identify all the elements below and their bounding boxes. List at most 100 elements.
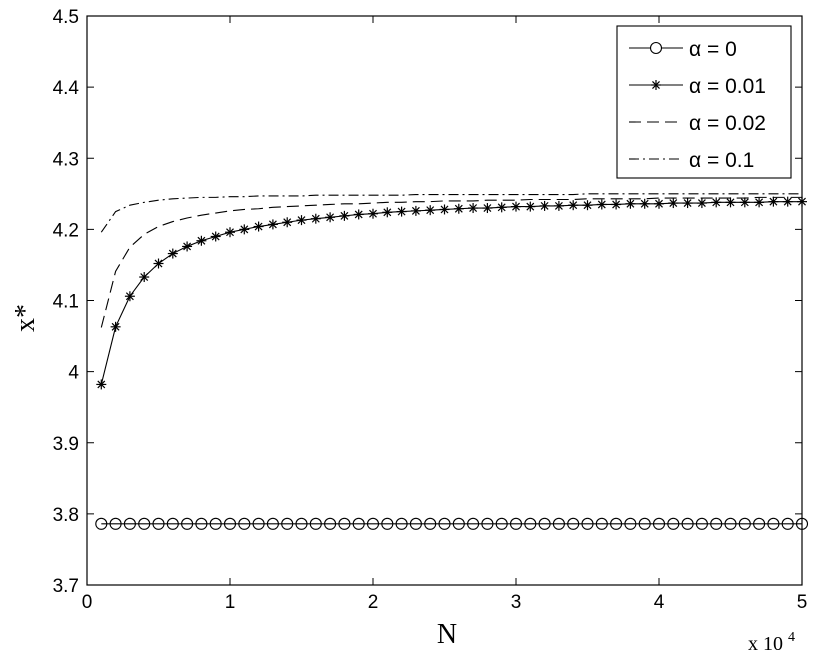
circle-marker [338,517,351,530]
star-marker [296,215,307,226]
circle-marker [738,517,751,530]
star-marker [153,258,164,269]
circle-marker [381,517,394,530]
circle-marker [667,517,680,530]
circle-marker [452,517,465,530]
x-tick-label: 1 [225,592,236,613]
star-marker [382,207,393,218]
star-stroke [268,220,277,229]
x-tick-label: 3 [511,592,522,613]
star-marker [253,221,264,232]
star-marker [96,379,107,390]
star-stroke [240,225,249,234]
star-marker [425,205,436,216]
star-marker [396,206,407,217]
star-stroke [354,210,363,219]
legend-label-1: α = 0.01 [689,75,766,98]
star-stroke [626,199,635,208]
series-line [100,193,802,233]
star-marker [682,198,693,209]
x-multiplier-base: x 10 [748,633,783,655]
circle-marker [209,517,222,530]
circle-marker [681,517,694,530]
star-stroke [197,236,206,245]
star-marker [696,198,707,209]
star-stroke [712,198,721,207]
star-marker [368,208,378,219]
circle-marker [252,517,265,530]
star-marker [267,219,278,230]
star-marker [711,197,722,208]
star-marker [182,241,193,252]
star-marker [668,198,679,209]
star-stroke [140,273,149,281]
circle-marker [781,517,794,530]
star-marker [539,200,550,211]
star-stroke [168,249,177,258]
legend-label-3: α = 0.1 [689,149,754,172]
star-stroke [125,292,134,301]
star-stroke [597,200,606,209]
star-stroke [369,209,377,218]
star-marker [553,200,564,211]
star-marker [239,224,250,235]
star-stroke [526,202,535,211]
star-marker [611,199,622,210]
star-marker [310,213,321,224]
series-layer [95,193,809,530]
circle-marker [567,517,580,530]
circle-marker [581,517,594,530]
star-stroke [326,213,335,222]
circle-marker [509,517,523,530]
star-marker [511,201,521,212]
series-3 [100,193,802,233]
star-stroke [340,211,349,220]
circle-marker [223,517,237,530]
star-stroke [97,380,106,389]
star-stroke [397,207,406,216]
circle-marker [695,517,708,530]
circle-marker [95,517,108,530]
circle-marker [295,517,308,530]
star-stroke [483,204,492,212]
star-stroke [183,242,192,251]
star-stroke [669,199,678,208]
star-marker [768,196,779,207]
y-tick-label: 3.8 [53,505,79,526]
circle-marker [652,517,666,530]
star-marker [210,231,221,242]
legend-label-2: α = 0.02 [689,112,766,135]
circle-marker [495,517,508,530]
circle-marker [395,517,408,530]
star-stroke [726,198,735,207]
x-multiplier-exponent: 4 [788,630,795,645]
circle-marker [309,517,322,530]
series-1 [96,196,807,390]
circle-marker [552,517,565,530]
circle-marker [595,517,608,530]
star-stroke [740,198,749,207]
x-tick-label: 2 [368,592,379,613]
star-stroke [311,214,320,223]
star-stroke [454,204,463,213]
circle-marker [710,517,723,530]
y-tick-label: 3.9 [53,434,79,455]
star-marker [639,198,650,209]
circle-marker [467,517,480,530]
star-stroke [569,201,578,210]
star-stroke [211,232,220,241]
circle-marker [366,517,380,530]
star-marker [625,198,636,209]
star-stroke [297,216,306,225]
circle-marker [238,517,251,530]
legend: α = 0 α = 0.01 α = 0.02 α = 0.1 [616,25,792,179]
star-marker [325,212,336,223]
star-stroke [497,203,506,212]
star-marker [482,203,493,214]
star-marker [139,272,150,283]
star-stroke [411,206,420,215]
star-stroke [769,197,778,206]
star-marker [110,321,121,332]
circle-marker [481,517,494,530]
star-stroke [283,218,292,227]
